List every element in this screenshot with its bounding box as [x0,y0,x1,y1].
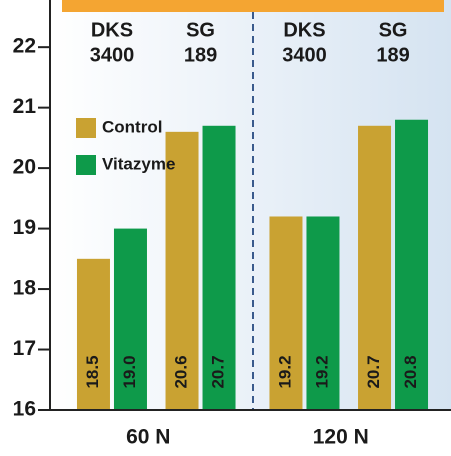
bar [76,258,110,410]
category-label: SG [186,19,215,41]
category-label: 189 [184,44,217,66]
y-tick-label: 21 [13,95,37,118]
y-tick-label: 16 [13,398,36,421]
category-label: DKS [91,19,133,41]
value-label: 20.8 [401,355,420,388]
category-label: SG [379,19,408,41]
bar [395,119,429,411]
bar [165,131,199,410]
marks [76,119,429,411]
legend-label: Vitazyme [102,154,175,173]
value-label: 20.6 [172,355,191,388]
bar [202,125,236,410]
legend-swatch [76,155,96,175]
category-label: 3400 [90,44,135,66]
y-tick-label: 18 [13,277,37,300]
title-band [62,0,444,12]
y-tick-label: 22 [13,35,36,58]
y-tick-label: 19 [13,216,36,239]
value-label: 19.2 [275,355,294,388]
group-label: 120 N [313,426,369,449]
value-label: 19.0 [120,355,139,388]
value-label: 20.7 [364,355,383,388]
group-label: 60 N [126,426,170,449]
legend-swatch [76,118,96,138]
value-label: 19.2 [312,355,331,388]
bar [358,125,392,410]
category-label: 3400 [282,44,327,66]
bar [306,216,340,410]
bar [269,216,303,410]
bar [113,228,147,410]
y-tick-label: 20 [13,156,36,179]
category-label: 189 [376,44,409,66]
value-label: 20.7 [209,355,228,388]
y-tick-label: 17 [13,337,36,360]
value-label: 18.5 [83,355,102,388]
category-label: DKS [283,19,325,41]
legend-label: Control [102,117,162,136]
